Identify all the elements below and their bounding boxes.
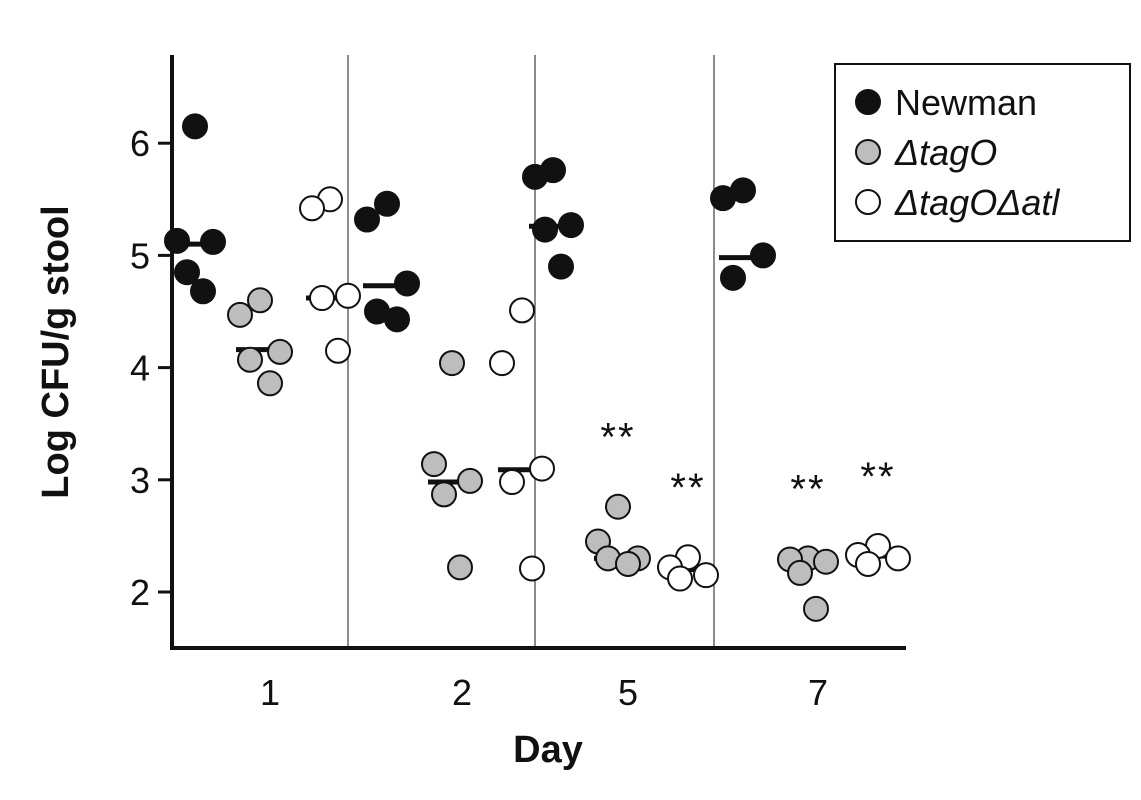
x-axis-title: Day [513, 729, 583, 771]
y-tick-label-4: 4 [130, 348, 150, 389]
point-tagO-day1-5 [257, 370, 283, 397]
x-tick-label-day-1: 1 [260, 672, 280, 713]
data-points [164, 113, 911, 622]
point-tagO-day5-5 [615, 550, 641, 577]
y-tick-label-5: 5 [130, 235, 150, 276]
y-tick-label-2: 2 [130, 572, 150, 613]
point-tagOatl-day2-4 [499, 469, 525, 496]
point-tagO-day1-1 [247, 287, 273, 314]
point-tagO-day2-5 [447, 554, 473, 581]
point-Newman-day2-4 [384, 306, 410, 333]
point-tagOatl-day1-2 [299, 195, 325, 222]
legend-marker-newman [855, 89, 881, 115]
point-Newman-day7-4 [720, 264, 746, 291]
point-tagO-day7-3 [813, 548, 839, 575]
x-tick-label-day-5: 5 [618, 672, 638, 713]
point-Newman-day2-3 [394, 270, 420, 297]
point-Newman-day1-4 [190, 278, 216, 305]
point-tagOatl-day2-2 [489, 350, 515, 377]
legend: Newman ΔtagO ΔtagOΔatl [834, 63, 1131, 242]
point-tagOatl-day1-5 [325, 337, 351, 364]
significance-mark-3: ** [790, 467, 825, 511]
legend-box [834, 63, 1131, 242]
point-Newman-day1-5 [174, 259, 200, 286]
median-lines [171, 223, 902, 573]
point-tagOatl-day2-1 [509, 297, 535, 324]
point-tagO-day2-2 [421, 451, 447, 478]
point-tagOatl-day5-3 [693, 562, 719, 589]
point-Newman-day5-2 [522, 163, 548, 190]
point-tagOatl-day1-4 [309, 285, 335, 312]
y-axis-title: Log CFU/g stool [35, 205, 77, 498]
significance-mark-4: ** [860, 455, 895, 499]
point-Newman-day2-1 [374, 190, 400, 217]
point-Newman-day7-2 [710, 185, 736, 212]
point-tagOatl-day1-3 [335, 282, 361, 309]
point-Newman-day1-3 [200, 228, 226, 255]
x-tick-label-day-2: 2 [452, 672, 472, 713]
point-tagO-day1-3 [267, 338, 293, 365]
y-tick-label-6: 6 [130, 123, 150, 164]
legend-label-newman: Newman [895, 82, 1037, 123]
point-Newman-day7-3 [750, 242, 776, 269]
point-tagO-day1-4 [237, 346, 263, 373]
point-tagO-day7-5 [803, 595, 829, 622]
point-Newman-day1-1 [182, 113, 208, 140]
point-tagO-day2-4 [431, 481, 457, 508]
point-tagO-day7-4 [787, 559, 813, 586]
point-tagO-day2-3 [457, 467, 483, 494]
point-tagO-day5-1 [605, 493, 631, 520]
legend-marker-tago [855, 139, 881, 165]
point-Newman-day5-3 [558, 212, 584, 239]
legend-label-tago-atl: ΔtagOΔatl [894, 182, 1060, 223]
point-tagOatl-day7-4 [855, 550, 881, 577]
point-tagOatl-day2-5 [519, 555, 545, 582]
point-Newman-day5-5 [548, 253, 574, 280]
legend-marker-tago-atl [855, 189, 881, 215]
legend-label-tago: ΔtagO [894, 132, 997, 173]
point-tagOatl-day7-3 [885, 545, 911, 572]
point-Newman-day5-4 [532, 216, 558, 243]
significance-annotations: ** ** ** ** [600, 416, 895, 512]
x-tick-label-day-7: 7 [808, 672, 828, 713]
point-tagO-day1-2 [227, 301, 253, 328]
significance-mark-1: ** [600, 416, 635, 460]
point-tagOatl-day5-4 [667, 565, 693, 592]
point-tagO-day2-1 [439, 350, 465, 377]
y-tick-label-3: 3 [130, 460, 150, 501]
point-tagOatl-day2-3 [529, 455, 555, 482]
y-axis-ticks: 2 3 4 5 6 [130, 123, 172, 613]
point-Newman-day1-2 [164, 227, 190, 254]
point-Newman-day2-2 [354, 206, 380, 233]
x-axis-ticks: 1 2 5 7 [260, 672, 828, 713]
significance-mark-2: ** [670, 466, 705, 510]
